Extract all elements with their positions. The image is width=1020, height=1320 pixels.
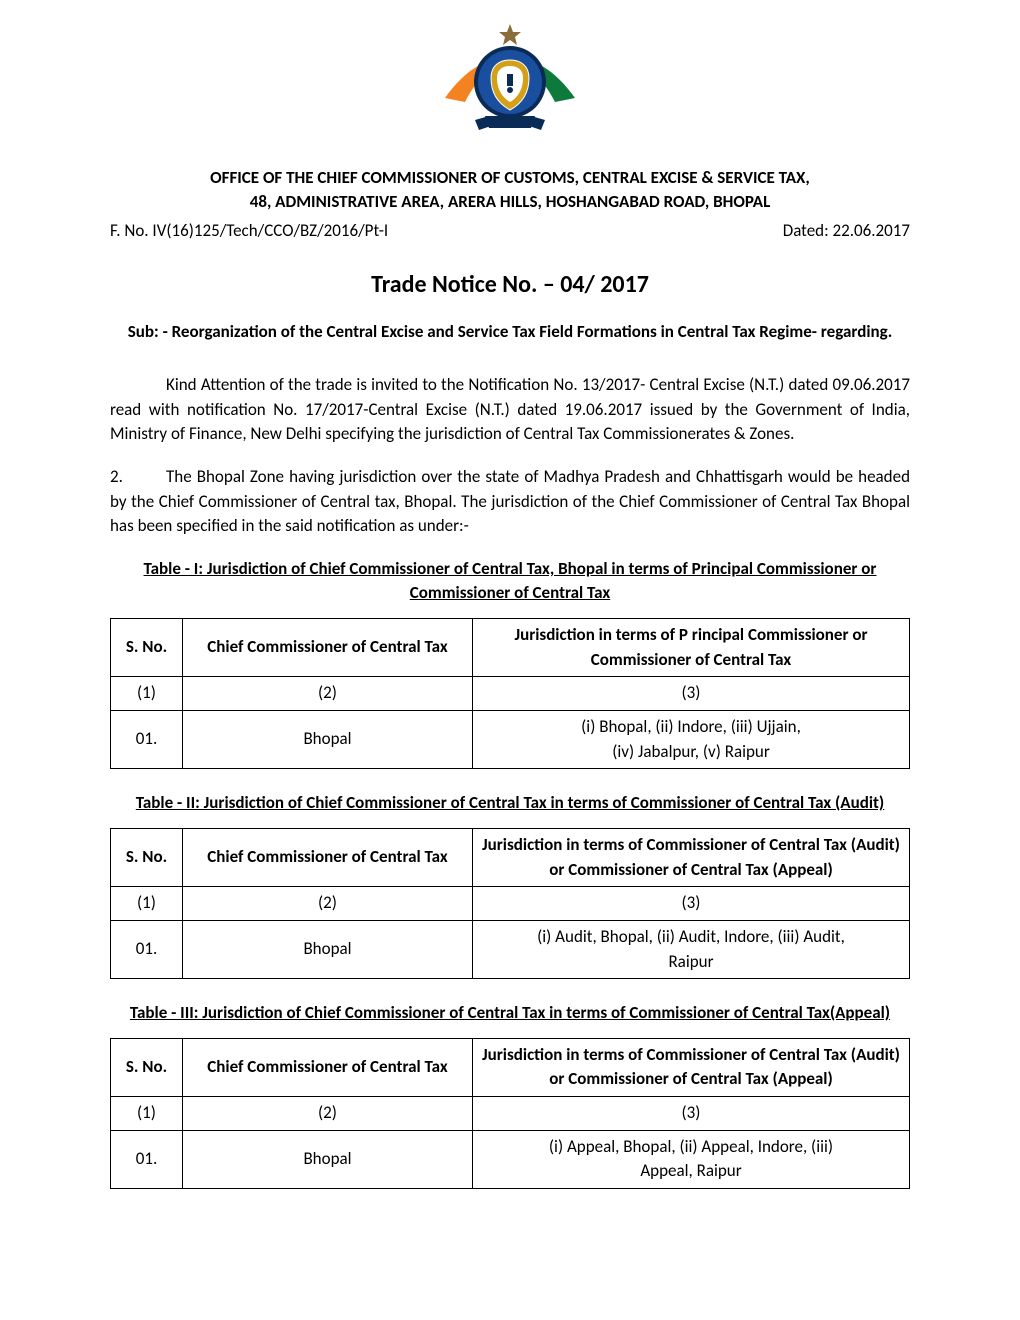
notice-title: Trade Notice No. – 04/ 2017	[110, 268, 910, 303]
cell-sno: 01.	[111, 920, 183, 978]
th-cc: Chief Commissioner of Central Tax	[183, 1038, 473, 1096]
table-row: 01. Bhopal (i) Audit, Bhopal, (ii) Audit…	[111, 920, 910, 978]
paragraph-1: Kind Attention of the trade is invited t…	[110, 373, 910, 447]
jur-line1: (i) Appeal, Bhopal, (ii) Appeal, Indore,…	[549, 1136, 833, 1157]
subhead-3: (3)	[473, 1097, 910, 1131]
logo-block	[110, 20, 910, 148]
table1-caption: Table - I: Jurisdiction of Chief Commiss…	[110, 557, 910, 606]
jur-line2: Appeal, Raipur	[640, 1160, 741, 1181]
cell-jur: (i) Bhopal, (ii) Indore, (iii) Ujjain, (…	[473, 711, 910, 769]
file-number: F. No. IV(16)125/Tech/CCO/BZ/2016/Pt-I	[110, 219, 388, 244]
subhead-2: (2)	[183, 887, 473, 921]
emblem-logo	[425, 20, 595, 140]
subhead-3: (3)	[473, 887, 910, 921]
cell-cc: Bhopal	[183, 920, 473, 978]
subhead-2: (2)	[183, 1097, 473, 1131]
table3-caption: Table - III: Jurisdiction of Chief Commi…	[110, 1001, 910, 1026]
subject-line: Sub: - Reorganization of the Central Exc…	[110, 320, 910, 345]
subhead-2: (2)	[183, 677, 473, 711]
table-header-row: S. No. Chief Commissioner of Central Tax…	[111, 828, 910, 886]
table-header-row: S. No. Chief Commissioner of Central Tax…	[111, 1038, 910, 1096]
cell-cc: Bhopal	[183, 711, 473, 769]
para2-text: The Bhopal Zone having jurisdiction over…	[110, 466, 910, 536]
jur-line1: (i) Bhopal, (ii) Indore, (iii) Ujjain,	[581, 716, 801, 737]
cell-jur: (i) Audit, Bhopal, (ii) Audit, Indore, (…	[473, 920, 910, 978]
table-1: S. No. Chief Commissioner of Central Tax…	[110, 618, 910, 769]
th-sno: S. No.	[111, 828, 183, 886]
th-sno: S. No.	[111, 1038, 183, 1096]
office-title-line2: 48, ADMINISTRATIVE AREA, ARERA HILLS, HO…	[110, 190, 910, 215]
th-jur: Jurisdiction in terms of P rincipal Comm…	[473, 619, 910, 677]
table-3: S. No. Chief Commissioner of Central Tax…	[110, 1038, 910, 1189]
subhead-1: (1)	[111, 887, 183, 921]
table-row: 01. Bhopal (i) Bhopal, (ii) Indore, (iii…	[111, 711, 910, 769]
para2-number: 2.	[110, 465, 166, 490]
cell-sno: 01.	[111, 1130, 183, 1188]
th-jur: Jurisdiction in terms of Commissioner of…	[473, 828, 910, 886]
paragraph-2: 2.The Bhopal Zone having jurisdiction ov…	[110, 465, 910, 539]
table-subhead-row: (1) (2) (3)	[111, 1097, 910, 1131]
subhead-3: (3)	[473, 677, 910, 711]
th-cc: Chief Commissioner of Central Tax	[183, 828, 473, 886]
reference-row: F. No. IV(16)125/Tech/CCO/BZ/2016/Pt-I D…	[110, 219, 910, 244]
table-subhead-row: (1) (2) (3)	[111, 677, 910, 711]
cell-cc: Bhopal	[183, 1130, 473, 1188]
th-jur: Jurisdiction in terms of Commissioner of…	[473, 1038, 910, 1096]
jur-line1: (i) Audit, Bhopal, (ii) Audit, Indore, (…	[537, 926, 845, 947]
subhead-1: (1)	[111, 1097, 183, 1131]
table-row: 01. Bhopal (i) Appeal, Bhopal, (ii) Appe…	[111, 1130, 910, 1188]
cell-sno: 01.	[111, 711, 183, 769]
dated: Dated: 22.06.2017	[783, 219, 910, 244]
table2-caption: Table - II: Jurisdiction of Chief Commis…	[110, 791, 910, 816]
th-sno: S. No.	[111, 619, 183, 677]
jur-line2: (iv) Jabalpur, (v) Raipur	[612, 741, 770, 762]
cell-jur: (i) Appeal, Bhopal, (ii) Appeal, Indore,…	[473, 1130, 910, 1188]
office-title-line1: OFFICE OF THE CHIEF COMMISSIONER OF CUST…	[110, 166, 910, 191]
th-cc: Chief Commissioner of Central Tax	[183, 619, 473, 677]
table-subhead-row: (1) (2) (3)	[111, 887, 910, 921]
subhead-1: (1)	[111, 677, 183, 711]
jur-line2: Raipur	[668, 951, 713, 972]
table-header-row: S. No. Chief Commissioner of Central Tax…	[111, 619, 910, 677]
table-2: S. No. Chief Commissioner of Central Tax…	[110, 828, 910, 979]
